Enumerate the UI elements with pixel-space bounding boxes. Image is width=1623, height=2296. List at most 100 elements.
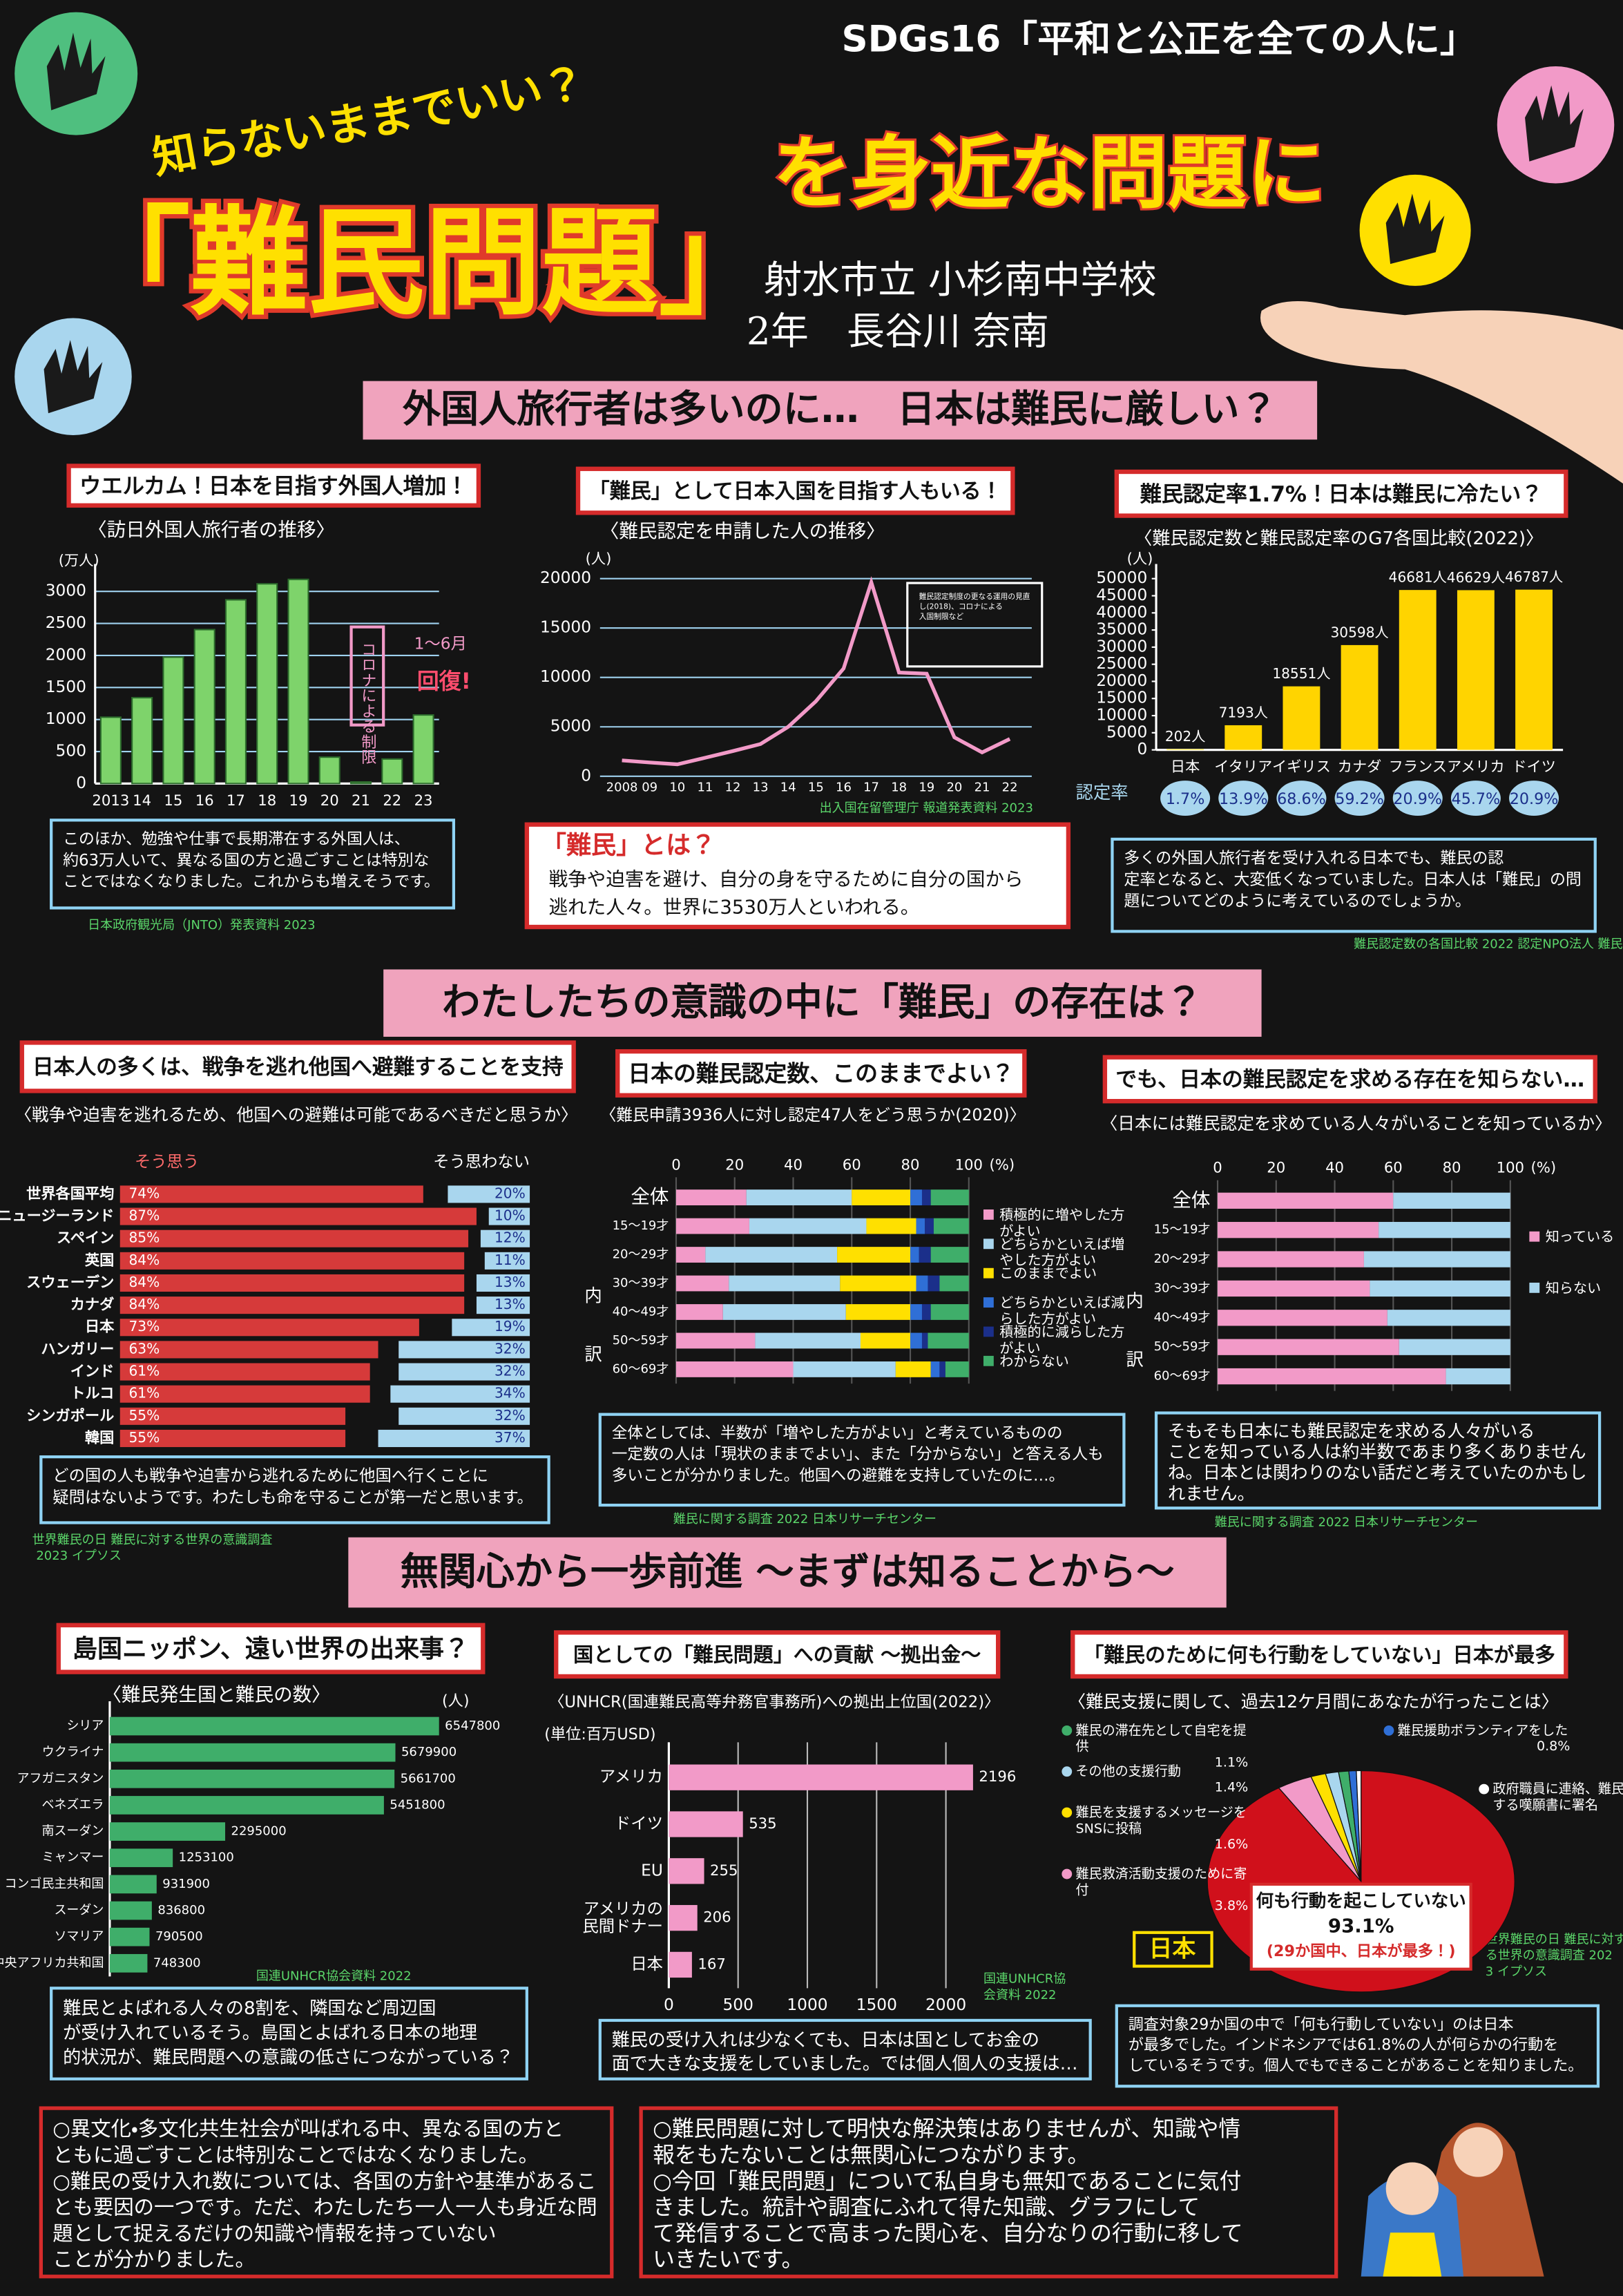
rate-title: 認定率 xyxy=(1075,782,1128,803)
x-tick-label: 13 xyxy=(753,781,769,795)
bar-segment xyxy=(1393,1192,1510,1209)
text-line: 供 xyxy=(1075,1739,1088,1754)
heading-box xyxy=(66,463,481,508)
note-line: 的状況が、難民問題への意識の低さにつながっている？ xyxy=(63,2047,514,2068)
bar-segment xyxy=(916,1275,928,1292)
school: 射水市立 小杉南中学校 xyxy=(764,258,1156,302)
text-line: 積極的に減らした方 xyxy=(999,1323,1124,1339)
bar xyxy=(484,1252,530,1270)
text-line: 会資料 2022 xyxy=(983,1988,1057,2002)
bar xyxy=(119,1230,469,1247)
value-label: 61% xyxy=(128,1363,160,1379)
decorations xyxy=(15,12,1623,2277)
slice-value: 0.8% xyxy=(1537,1739,1570,1754)
rate-label: 68.6% xyxy=(1277,790,1326,808)
y-tick-label: 10000 xyxy=(1096,706,1147,725)
bar-segment xyxy=(675,1275,729,1292)
bar-segment xyxy=(1218,1251,1364,1267)
conclusion-line: ○異文化・多文化共生社会が叫ばれる中、異なる国の方と xyxy=(52,2117,564,2141)
callout-value: 93.1% xyxy=(1328,1915,1394,1937)
y-tick-label: 5000 xyxy=(550,717,591,736)
value-label: 37% xyxy=(494,1429,526,1446)
y-tick-label: 15000 xyxy=(1096,689,1147,707)
conclusion-line: ことが分かりました。 xyxy=(52,2248,255,2271)
bar-segment xyxy=(1218,1310,1387,1326)
bar-segment xyxy=(749,1218,867,1234)
text-line: 難民救済活動支援のために寄 xyxy=(1075,1866,1247,1882)
text-line: がよい xyxy=(999,1339,1040,1356)
bar xyxy=(349,781,372,785)
y-tick-label: 0 xyxy=(581,766,591,785)
panel-subtitle: 〈訪日外国人旅行者の推移〉 xyxy=(88,519,335,541)
definition-box xyxy=(524,822,1071,930)
note-box xyxy=(39,1455,550,1524)
bar xyxy=(119,1341,378,1359)
bar-segment xyxy=(933,1218,969,1234)
bar-segment xyxy=(1218,1222,1379,1238)
bar-segment xyxy=(928,1332,969,1349)
main-title-rest: を身近な問題に xyxy=(773,127,1326,219)
text-line: その他の支援行動 xyxy=(1075,1763,1181,1779)
note-line: 多いことが分かりました。他国への避難を支持していたのに…。 xyxy=(612,1466,1064,1484)
note-line: 約63万人いて、異なる国の方と過ごすことは特別な xyxy=(63,852,429,870)
category-label: アフガニスタン xyxy=(17,1771,104,1786)
annotation: し(2018)、コロナによる xyxy=(919,602,1003,611)
author: 2年 長谷川 奈南 xyxy=(747,309,1049,353)
bar xyxy=(119,1429,346,1447)
category-label: ウクライナ xyxy=(42,1745,104,1759)
heading-box xyxy=(1102,1055,1597,1104)
bar xyxy=(398,1341,530,1359)
bar xyxy=(119,1274,465,1292)
x-tick-label: 20 xyxy=(320,792,339,809)
category-label: 全体 xyxy=(1172,1189,1210,1211)
badge: 日本 xyxy=(1149,1935,1195,1962)
hand xyxy=(1525,85,1584,162)
bar-segment xyxy=(837,1247,911,1263)
bar xyxy=(378,1429,530,1447)
category-label: EU xyxy=(641,1861,663,1879)
bar-segment xyxy=(921,1332,928,1349)
x-tick-label: 2000 xyxy=(925,1996,966,2014)
y-tick-label: 45000 xyxy=(1096,586,1147,604)
y-tick-label: 15000 xyxy=(540,618,591,637)
panel-subtitle: 〈UNHCR(国連難民高等弁務官事務所)への拠出上位国(2022)〉 xyxy=(549,1694,1000,1712)
bar xyxy=(119,1252,465,1270)
annotation-box xyxy=(906,582,1044,668)
section-heading: 無関心から一歩前進 ～まずは知ることから～ xyxy=(401,1549,1175,1594)
text-line: する嘆願書に署名 xyxy=(1492,1797,1598,1812)
category-label: シンガポール xyxy=(26,1406,114,1424)
value-label: 74% xyxy=(128,1185,160,1201)
value-label: 11% xyxy=(494,1252,526,1268)
conclusion-line: ○難民問題に対して明快な解決策はありませんが、知識や情 xyxy=(653,2117,1240,2142)
y-axis-label: (万人) xyxy=(59,551,99,568)
legend-swatch xyxy=(983,1326,994,1337)
bar xyxy=(669,1811,743,1837)
category-label: 世界各国平均 xyxy=(26,1185,114,1202)
bar xyxy=(109,1769,395,1788)
value-label: 2295000 xyxy=(231,1824,287,1839)
bar-segment xyxy=(675,1218,749,1234)
category-label: ドイツ xyxy=(615,1814,663,1833)
category-label: 50〜59才 xyxy=(613,1333,669,1348)
bar xyxy=(119,1363,370,1381)
heading-box xyxy=(56,1623,486,1674)
text-line: らした方がよい xyxy=(999,1310,1096,1326)
people-illustration xyxy=(1361,2123,1544,2277)
callout-note: (29か国中、日本が最多！) xyxy=(1267,1942,1456,1960)
value-label: 2196 xyxy=(979,1768,1016,1785)
value-label: 46629人 xyxy=(1447,569,1505,586)
arm xyxy=(1260,301,1623,484)
definition-line: 戦争や迫害を避け、自分の身を守るために自分の国から xyxy=(549,868,1024,890)
value-label: 19% xyxy=(494,1318,526,1334)
bar xyxy=(1399,590,1437,750)
bar xyxy=(1341,644,1379,750)
group-label: 内訳 xyxy=(582,1286,603,1404)
value-label: 84% xyxy=(128,1252,160,1268)
rate-label: 59.2% xyxy=(1335,790,1384,808)
slice-value: 1.1% xyxy=(1215,1754,1248,1770)
category-label: 韓国 xyxy=(85,1428,114,1446)
bar xyxy=(398,1407,530,1425)
slice-label: 政府職員に連絡、難民を支援する嘆願書に署名 xyxy=(1492,1781,1623,1812)
bar xyxy=(669,1951,692,1978)
panel-subtitle: 〈難民支援に関して、過去12ケ月間にあなたが行ったことは〉 xyxy=(1068,1692,1559,1712)
